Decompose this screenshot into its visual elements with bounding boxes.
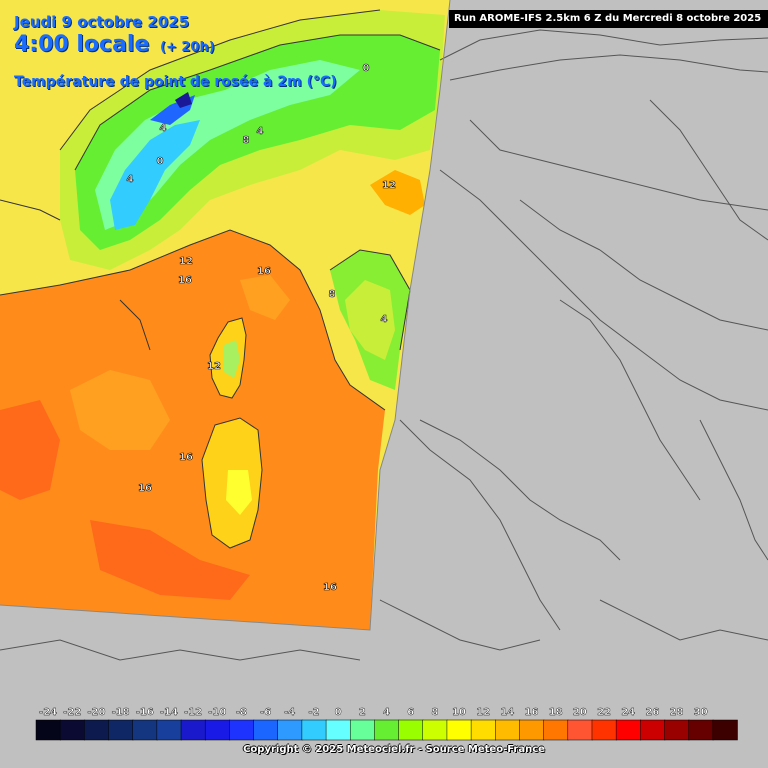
legend-tick: 14	[500, 707, 514, 718]
gray-region-borders	[0, 29, 768, 661]
legend-swatch	[132, 719, 158, 741]
corsica-green-core	[224, 340, 240, 378]
legend-tick: -6	[260, 707, 271, 718]
legend-tick: -18	[112, 707, 130, 718]
contour-label: 16	[257, 266, 271, 277]
contour-label: 12	[179, 256, 193, 267]
legend-tick: 30	[694, 707, 708, 718]
legend-tick: 22	[597, 707, 611, 718]
legend-tick: 12	[476, 707, 490, 718]
contour-label: 0	[363, 63, 370, 74]
legend-swatch	[349, 719, 376, 741]
legend-swatch	[229, 719, 255, 741]
legend-swatch	[591, 719, 617, 741]
legend-swatch	[277, 719, 303, 741]
contour-label: 12	[207, 361, 221, 372]
forecast-date: Jeudi 9 octobre 2025	[14, 13, 190, 31]
legend-swatch	[712, 719, 738, 741]
sea-light-orange-patch-2	[240, 275, 290, 320]
alps-darkblue-core	[175, 92, 192, 108]
contour-label: 8	[329, 289, 336, 300]
legend-swatch	[204, 719, 231, 741]
legend-swatch	[688, 719, 714, 741]
legend-swatch	[615, 719, 642, 741]
legend-swatch	[301, 719, 327, 741]
legend-swatch	[35, 719, 61, 741]
legend-swatch	[108, 719, 134, 741]
legend-swatch	[59, 719, 86, 741]
contour-label: 8	[243, 135, 250, 146]
domain-edge	[0, 0, 451, 631]
color-legend: -24 -22 -20 -18 -16 -14 -12 -10 -8 -6 -4 -2 0 2 4 6 8 10 1…	[35, 707, 738, 741]
legend-swatch	[398, 719, 424, 741]
alps-cyan-core	[110, 120, 200, 230]
legend-swatch	[495, 719, 521, 741]
contour-label: 16	[138, 483, 152, 494]
contour-label: 4	[127, 174, 134, 185]
legend-swatch	[374, 719, 400, 741]
forecast-lead-time: (+ 20h)	[160, 40, 215, 55]
legend-tick: 2	[359, 707, 366, 718]
legend-swatch	[422, 719, 448, 741]
contour-label: 4	[257, 126, 264, 137]
contour-label: 12	[382, 180, 396, 191]
contour-label: 0	[157, 156, 164, 167]
contour-label: 16	[178, 275, 192, 286]
legend-swatch	[180, 719, 206, 741]
legend-tick: 4	[383, 707, 390, 718]
sea-light-orange-patch	[70, 370, 170, 450]
legend-swatch	[543, 719, 569, 741]
legend-swatch	[470, 719, 497, 741]
contour-label: 4	[160, 123, 167, 134]
legend-tick: -8	[236, 707, 247, 718]
legend-swatch	[664, 719, 690, 741]
legend-tick: -22	[63, 707, 81, 718]
run-label: Run AROME-IFS 2.5km 6 Z du Mercredi 8 oc…	[449, 10, 768, 28]
legend-tick: -20	[87, 707, 105, 718]
legend-tick: -2	[308, 707, 319, 718]
legend-swatch	[640, 719, 666, 741]
contour-label: 16	[179, 452, 193, 463]
legend-swatch	[567, 719, 593, 741]
alps-green-band	[75, 35, 440, 250]
variable-title: Température de point de rosée à 2m (°C)	[14, 74, 337, 90]
legend-tick: 10	[452, 707, 466, 718]
legend-swatch	[156, 719, 182, 741]
sardinia-yellow-core	[226, 470, 252, 515]
forecast-time: 4:00 locale	[14, 32, 150, 57]
sea-red-orange-patch	[0, 400, 60, 500]
legend-tick: 24	[621, 707, 635, 718]
legend-swatch	[519, 719, 545, 741]
contour-label: 16	[323, 582, 337, 593]
legend-tick: 0	[335, 707, 342, 718]
sea-red-orange-patch-2	[90, 520, 250, 600]
legend-tick: -4	[284, 707, 295, 718]
legend-tick: 18	[549, 707, 563, 718]
legend-swatch	[325, 719, 351, 741]
legend-tick: 16	[525, 707, 539, 718]
legend-tick: 8	[431, 707, 438, 718]
legend-swatch	[446, 719, 472, 741]
legend-tick: 6	[407, 707, 414, 718]
legend-tick: -10	[208, 707, 226, 718]
legend-swatch	[84, 719, 110, 741]
alps-pale-green-core	[95, 60, 360, 230]
legend-tick: -14	[160, 707, 178, 718]
legend-tick: 26	[645, 707, 659, 718]
legend-swatch	[253, 719, 279, 741]
contour-label: 4	[381, 314, 388, 325]
copyright-text: Copyright © 2025 Meteociel.fr - Source M…	[243, 744, 545, 755]
apennine-lime-band	[345, 280, 395, 360]
legend-tick: 20	[573, 707, 587, 718]
legend-tick: -12	[184, 707, 202, 718]
legend-tick: 28	[670, 707, 684, 718]
legend-tick: -24	[39, 707, 57, 718]
contour-lines	[0, 9, 441, 411]
po-valley-orange	[370, 170, 425, 215]
legend-tick: -16	[136, 707, 154, 718]
